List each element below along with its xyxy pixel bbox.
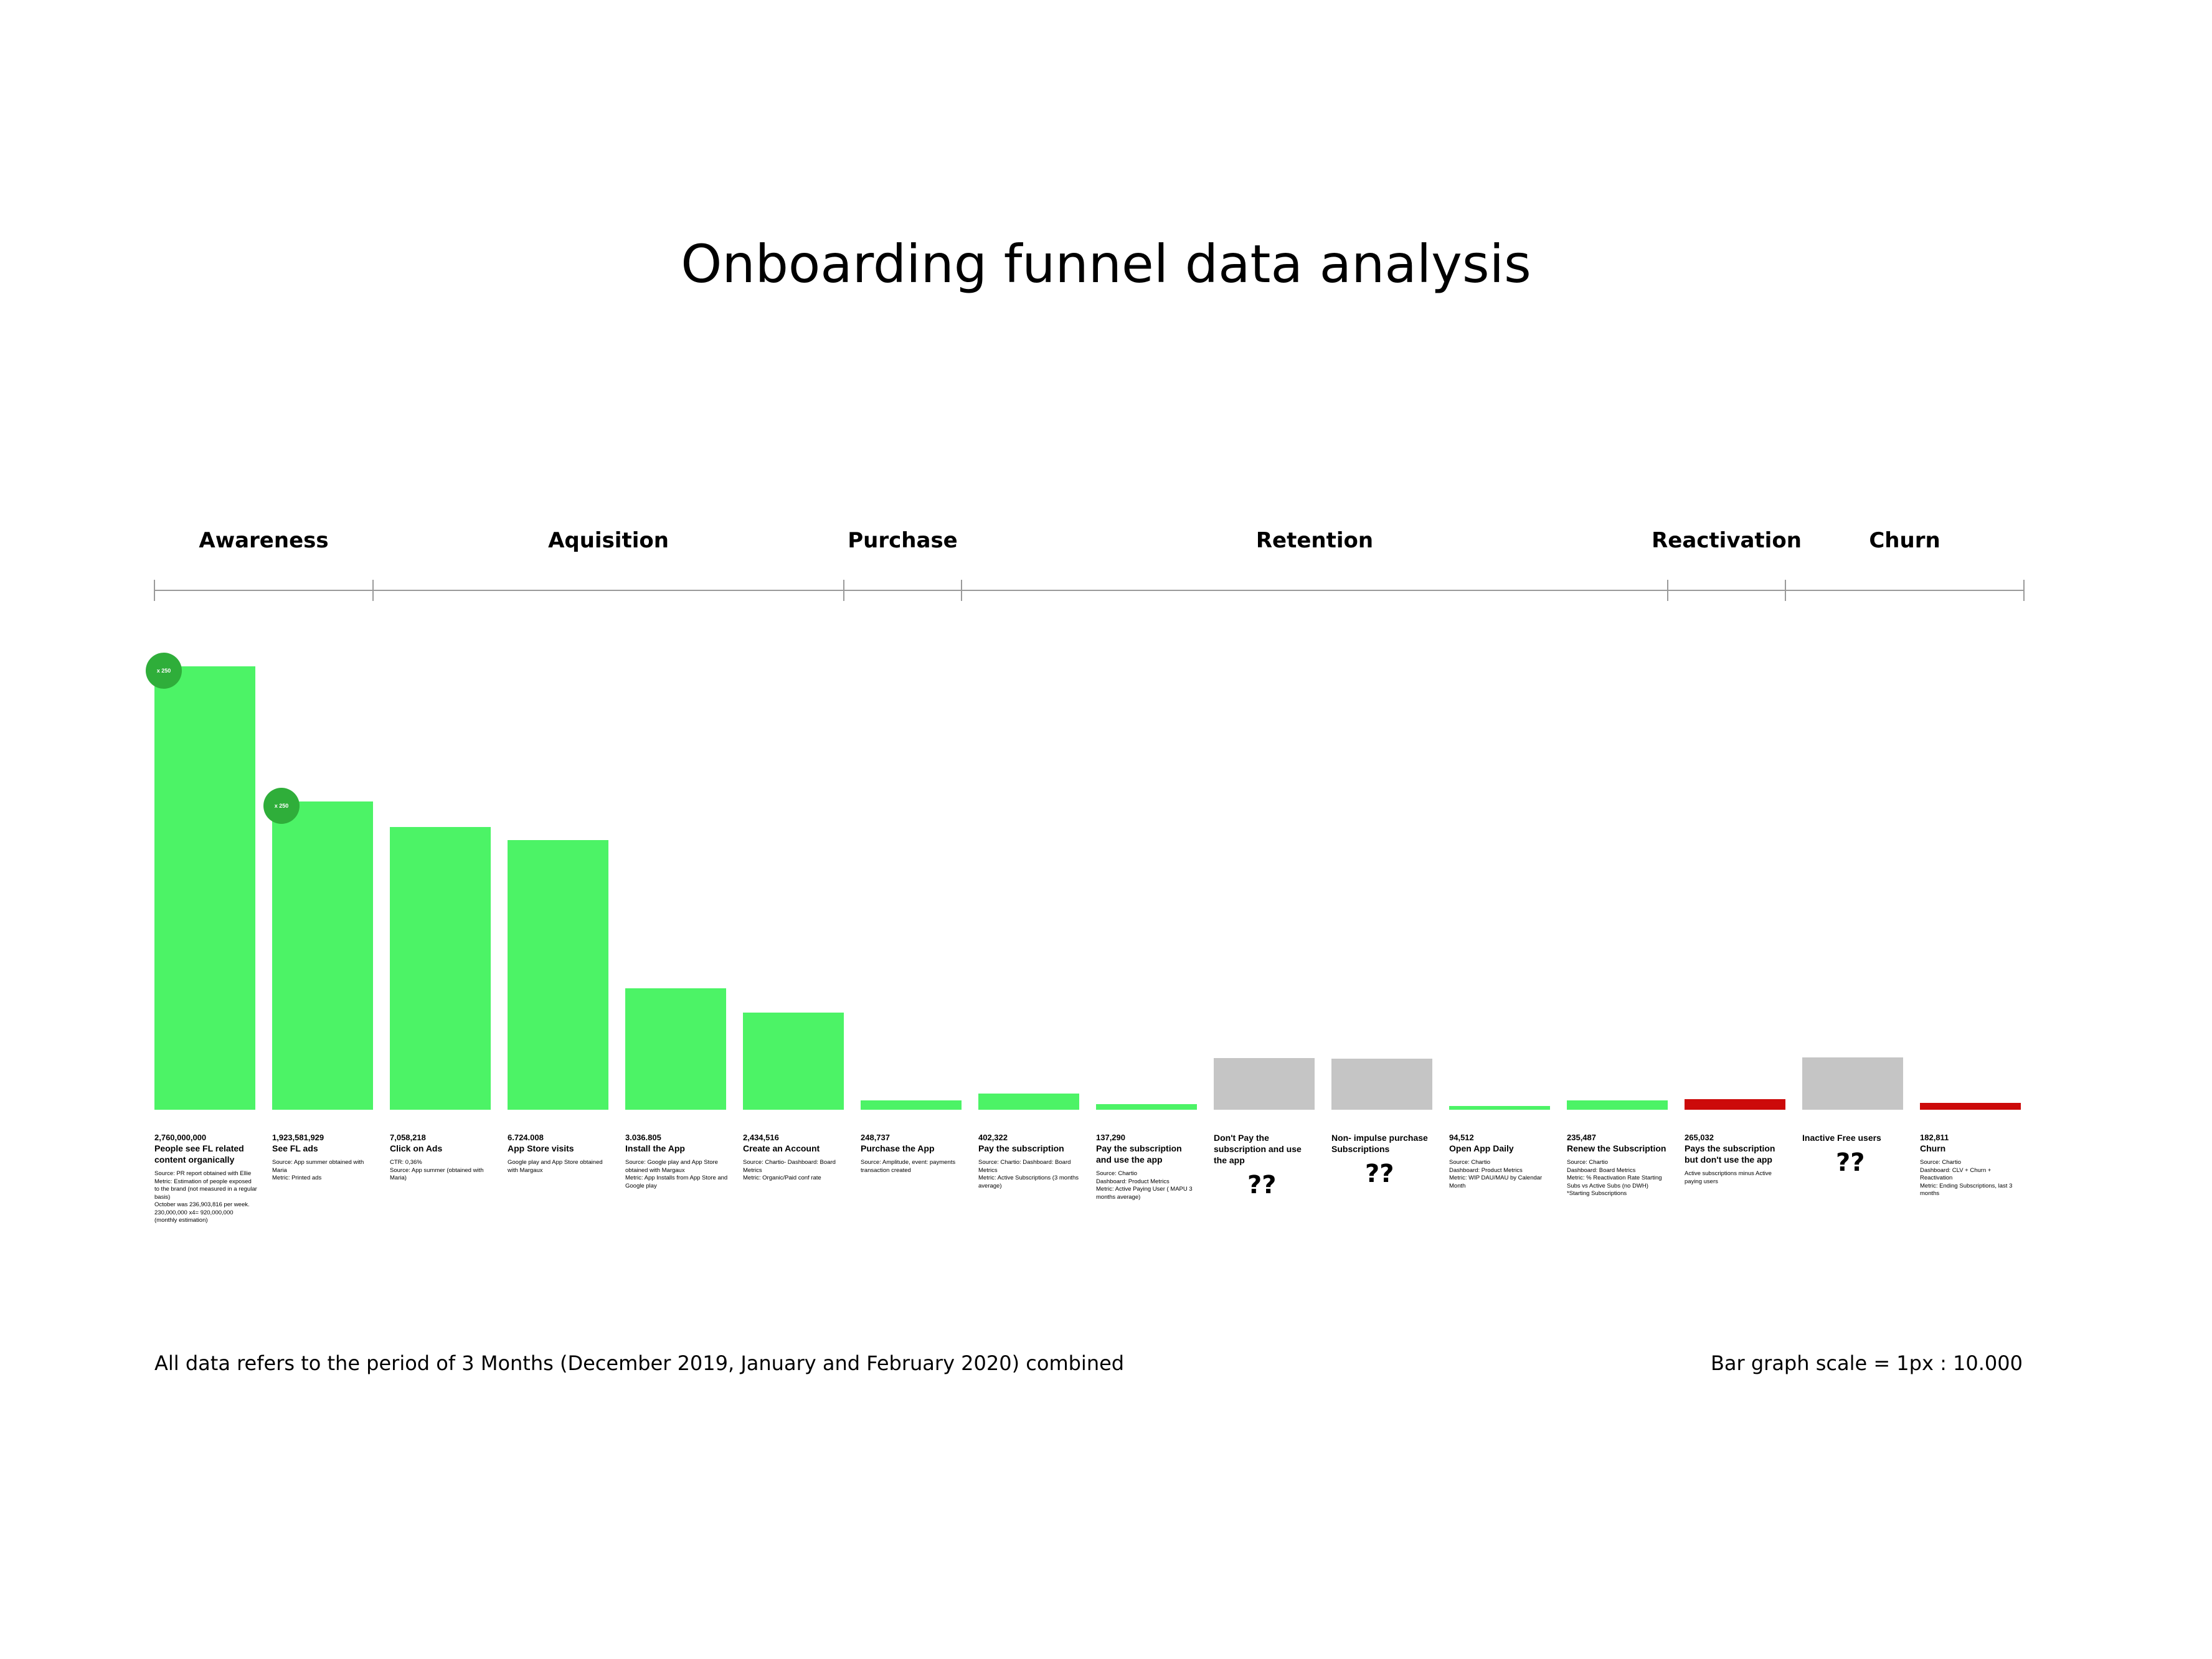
bar-source-note: Google play and App Store obtained with …: [508, 1159, 603, 1174]
bar-category-label: Renew the Subscription: [1567, 1143, 1666, 1153]
bar-14: [1685, 1099, 1785, 1110]
bar-13: [1567, 1100, 1668, 1110]
bar-category-label: Churn: [1920, 1143, 1946, 1153]
bar-info-9: 137,290 Pay the subscription and use the …: [1096, 1132, 1199, 1201]
bar-value-label: 1,923,581,929: [272, 1133, 324, 1142]
bar-value-label: 137,290: [1096, 1133, 1125, 1142]
bar-value-label: 265,032: [1685, 1133, 1714, 1142]
chart-title: Onboarding funnel data analysis: [681, 234, 1531, 295]
bar-category-label: Pay the subscription: [978, 1143, 1064, 1153]
bar-value-label: 7,058,218: [390, 1133, 426, 1142]
stage-label-reactivation: Reactivation: [1652, 528, 1802, 553]
bar-source-note: Source: Google play and App Store obtain…: [625, 1159, 728, 1189]
stage-label-awareness: Awareness: [199, 528, 329, 553]
bar-value-label: 6.724.008: [508, 1133, 544, 1142]
bar-info-3: 7,058,218 Click on Ads CTR: 0,36% Source: …: [390, 1132, 493, 1183]
bar-source-note: Source: App summer obtained with Maria M…: [272, 1159, 364, 1181]
bar-1: [154, 666, 255, 1110]
bar-16: [1920, 1103, 2021, 1110]
bar-4: [508, 840, 608, 1110]
bar-source-note: Source: Amplitude, event: payments trans…: [861, 1159, 956, 1174]
bar-value-label: 2,434,516: [743, 1133, 779, 1142]
bar-source-note: Source: Chartio- Dashboard: Board Metric…: [743, 1159, 836, 1181]
bar-6: [743, 1013, 844, 1110]
bar-category-label: Pays the subscription but don't use the …: [1685, 1143, 1775, 1165]
bar-value-label: 235,487: [1567, 1133, 1596, 1142]
bar-category-label: Purchase the App: [861, 1143, 935, 1153]
bar-2: [272, 801, 373, 1110]
bar-value-label: 182,811: [1920, 1133, 1949, 1142]
bar-source-note: Source: Chartio Dashboard: Product Metri…: [1096, 1170, 1193, 1201]
bar-value-label: 2,760,000,000: [154, 1133, 207, 1142]
bar-7: [861, 1100, 962, 1110]
bar-info-8: 402,322 Pay the subscription Source: Chart…: [978, 1132, 1081, 1190]
bar-3: [390, 827, 491, 1110]
bar-category-label: See FL ads: [272, 1143, 318, 1153]
bar-info-16: 182,811 Churn Source: Chartio Dashboard: C…: [1920, 1132, 2023, 1198]
unknown-value-mark: ??: [1836, 1148, 1865, 1177]
stage-label-retention: Retention: [1255, 528, 1374, 553]
period-footnote: All data refers to the period of 3 Month…: [154, 1351, 1125, 1375]
stage-label-aquisition: Aquisition: [548, 528, 669, 553]
bar-info-1: 2,760,000,000 People see FL related conte…: [154, 1132, 257, 1225]
bar-15: [1802, 1057, 1903, 1110]
bar-info-6: 2,434,516 Create an Account Source: Charti…: [743, 1132, 846, 1183]
bar-category-label: Install the App: [625, 1143, 685, 1153]
multiplier-badge: x 250: [263, 788, 300, 824]
bar-category-label: App Store visits: [508, 1143, 574, 1153]
multiplier-badge: x 250: [146, 653, 182, 689]
bar-category-label: Pay the subscription and use the app: [1096, 1143, 1182, 1165]
stage-label-purchase: Purchase: [848, 528, 958, 553]
bar-8: [978, 1094, 1079, 1110]
bar-info-7: 248,737 Purchase the App Source: Amplitude…: [861, 1132, 963, 1175]
bar-source-note: Source: PR report obtained with Ellie Me…: [154, 1170, 257, 1224]
bar-category-label: Non- impulse purchase Subscriptions: [1331, 1133, 1428, 1154]
bar-value-label: 94,512: [1449, 1133, 1474, 1142]
bar-value-label: 3.036.805: [625, 1133, 661, 1142]
bar-9: [1096, 1104, 1197, 1110]
bar-category-label: Create an Account: [743, 1143, 820, 1153]
scale-note: Bar graph scale = 1px : 10.000: [1710, 1351, 2023, 1375]
bar-category-label: People see FL related content organicall…: [154, 1143, 244, 1165]
bar-info-13: 235,487 Renew the Subscription Source: Cha…: [1567, 1132, 1670, 1198]
bar-category-label: Inactive Free users: [1802, 1133, 1881, 1143]
bar-category-label: Click on Ads: [390, 1143, 443, 1153]
bar-source-note: Source: Chartio Dashboard: CLV + Churn +…: [1920, 1159, 2013, 1197]
bar-info-4: 6.724.008 App Store visits Google play and…: [508, 1132, 610, 1175]
bar-value-label: 402,322: [978, 1133, 1008, 1142]
bar-info-11: Non- impulse purchase Subscriptions??: [1331, 1132, 1434, 1188]
bar-category-label: Open App Daily: [1449, 1143, 1514, 1153]
stage-label-churn: Churn: [1869, 528, 1940, 553]
bar-source-note: Source: Chartio: Dashboard: Board Metric…: [978, 1159, 1079, 1189]
bar-5: [625, 988, 726, 1110]
bar-source-note: CTR: 0,36% Source: App summer (obtained …: [390, 1159, 484, 1181]
bar-11: [1331, 1059, 1432, 1110]
unknown-value-mark: ??: [1247, 1171, 1277, 1199]
bar-10: [1214, 1058, 1315, 1110]
bar-info-5: 3.036.805 Install the App Source: Google p…: [625, 1132, 728, 1190]
bar-category-label: Don't Pay the subscription and use the a…: [1214, 1133, 1302, 1165]
bar-info-15: Inactive Free users??: [1802, 1132, 1905, 1177]
bar-info-10: Don't Pay the subscription and use the a…: [1214, 1132, 1316, 1199]
unknown-value-mark: ??: [1365, 1160, 1394, 1188]
bar-info-2: 1,923,581,929 See FL ads Source: App summe…: [272, 1132, 375, 1183]
bar-info-14: 265,032 Pays the subscription but don't u…: [1685, 1132, 1787, 1186]
bar-source-note: Source: Chartio Dashboard: Product Metri…: [1449, 1159, 1543, 1189]
bar-source-note: Source: Chartio Dashboard: Board Metrics…: [1567, 1159, 1662, 1197]
bar-info-12: 94,512 Open App Daily Source: Chartio Dash…: [1449, 1132, 1552, 1190]
bar-12: [1449, 1106, 1550, 1110]
stage-axis: [154, 580, 2025, 601]
bar-source-note: Active subscriptions minus Active paying…: [1685, 1170, 1772, 1185]
bar-value-label: 248,737: [861, 1133, 890, 1142]
